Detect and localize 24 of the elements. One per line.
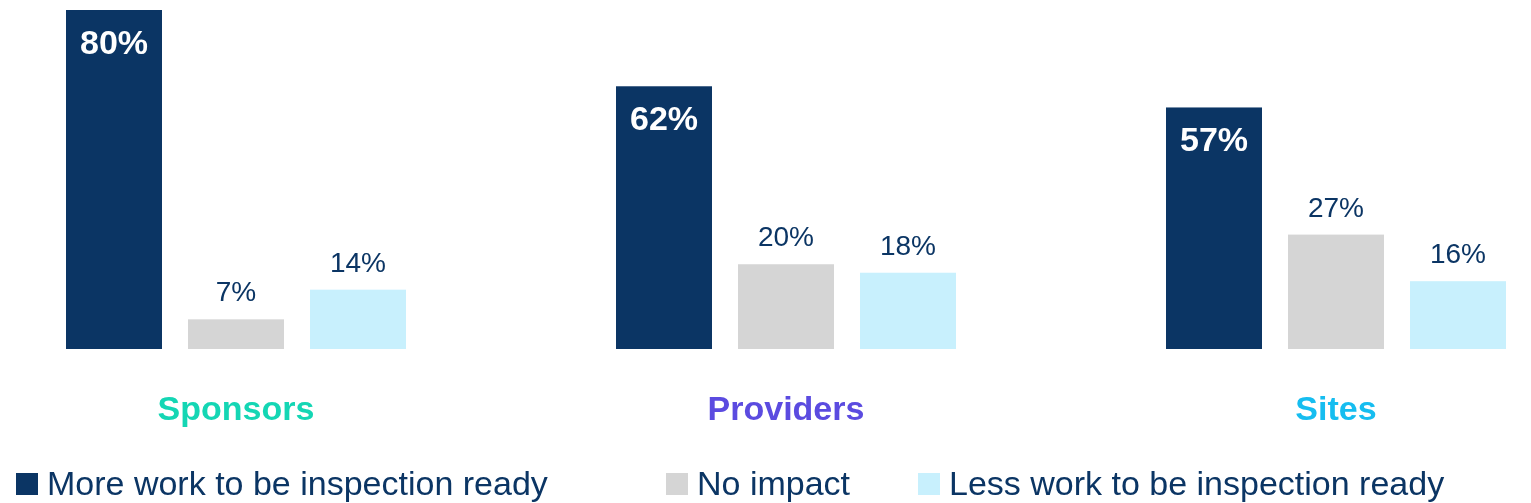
x-tick-label: Sites (1295, 389, 1377, 427)
x-tick-label: Providers (707, 389, 865, 427)
bar (66, 10, 162, 349)
data-label: 20% (757, 221, 815, 253)
bar (860, 272, 956, 349)
data-label: 80% (79, 23, 149, 61)
data-label: 27% (1307, 191, 1365, 223)
bar (738, 264, 834, 349)
legend-label: More work to be inspection ready (47, 464, 548, 502)
bar (188, 319, 284, 349)
legend-label: No impact (697, 464, 851, 502)
x-tick-label: Sponsors (157, 389, 315, 427)
bar (1410, 281, 1506, 349)
bar (616, 86, 712, 349)
data-label: 57% (1179, 120, 1249, 159)
data-label: 7% (215, 276, 257, 308)
data-label: 16% (1429, 238, 1487, 270)
bar (310, 289, 406, 349)
data-label: 14% (329, 246, 387, 278)
bar (1288, 234, 1384, 349)
data-label: 18% (879, 229, 937, 261)
legend-label: Less work to be inspection ready (949, 464, 1445, 502)
data-label: 62% (629, 99, 699, 138)
bar (1166, 107, 1262, 349)
